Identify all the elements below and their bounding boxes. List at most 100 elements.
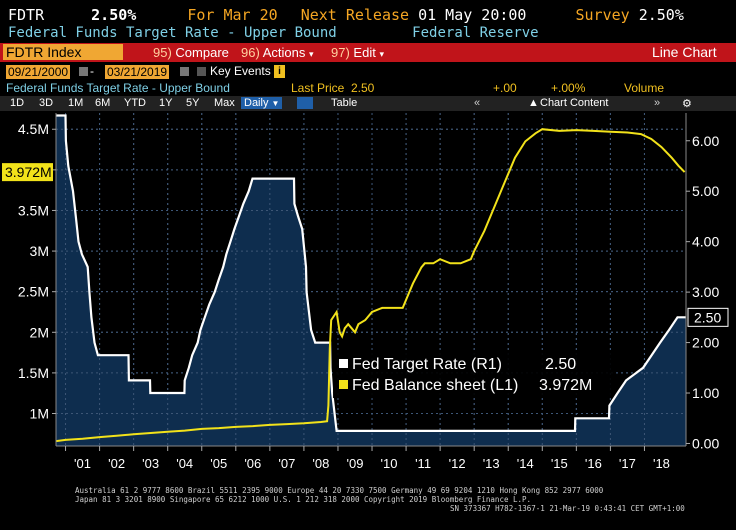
legend-swatch [339,359,348,368]
source-label: Federal Reserve [412,25,539,41]
rate-line [56,114,686,432]
frequency-dropdown[interactable]: Daily ▼ [241,97,283,109]
current-value: 2.50% [91,6,137,24]
security-field[interactable]: FDTR Index [3,44,123,60]
next-release-value: 01 May 20:00 [418,6,527,24]
legend-value: 3.972M [539,377,592,394]
period-1d[interactable]: 1D [10,97,25,109]
date-separator: - [90,64,94,78]
edit-label: Edit [353,45,376,60]
chart-content-icon[interactable]: ▲ [528,97,539,109]
legend-swatch [339,380,348,389]
actions-button[interactable]: 96) Actions ▾ [241,44,314,63]
x-tick-label: '02 [108,456,125,471]
header-bar: FDTR 2.50% For Mar 20 Next Release 01 Ma… [8,6,684,24]
ticker-label[interactable]: FDTR [8,6,45,24]
balance-last-value-label: 3.972M [5,164,52,180]
x-tick-label: '16 [585,456,602,471]
info-row: Federal Funds Target Rate - Upper Bound … [0,81,736,96]
right-tick-label: 2.00 [692,335,719,351]
date-range-row: 09/21/2000 - 03/21/2019 Key Events i [0,64,736,80]
right-tick-label: 4.00 [692,234,719,250]
left-tick-label: 4.5M [18,121,49,137]
chart-line-icon[interactable] [297,97,313,109]
chart-toolbar: 1D 3D 1M 6M YTD 1Y 5Y Max Daily ▼ Table … [0,96,736,111]
x-tick-label: '14 [517,456,534,471]
key-events-checkbox[interactable] [197,67,206,76]
left-tick-label: 2.5M [18,284,49,300]
period-max[interactable]: Max [214,97,235,109]
x-tick-label: '15 [551,456,568,471]
x-tick-label: '12 [449,456,466,471]
table-button[interactable]: Table [331,97,358,109]
period-1m[interactable]: 1M [68,97,84,109]
edit-dropdown-icon: ▾ [379,49,384,59]
left-tick-label: 2M [30,324,49,340]
scroll-right-icon[interactable]: » [654,97,661,109]
period-5y[interactable]: 5Y [186,97,200,109]
series-title: Federal Funds Target Rate - Upper Bound [6,81,230,95]
actions-label: Actions [262,45,306,60]
period-ytd[interactable]: YTD [124,97,146,109]
last-price-label: Last Price [291,81,345,95]
legend-label: Fed Target Rate (R1) [352,356,502,373]
start-calendar-icon[interactable] [79,67,88,76]
frequency-label: Daily [244,97,269,109]
next-release-label: Next Release [300,6,410,24]
series-description: Federal Funds Target Rate - Upper Bound [8,25,337,41]
rate-last-value-tag [687,307,729,327]
for-date-label: For Mar 20 [187,6,278,24]
x-tick-label: '04 [176,456,193,471]
subheader: Federal Funds Target Rate - Upper Bound … [8,25,539,41]
x-tick-label: '17 [619,456,636,471]
x-tick-label: '05 [210,456,227,471]
x-tick-label: '18 [653,456,670,471]
x-tick-label: '03 [142,456,159,471]
edit-button[interactable]: 97) Edit ▾ [331,44,384,63]
left-tick-label: 3.5M [18,202,49,218]
chart-type-label: Line Chart [652,44,717,60]
legend-label: Fed Balance sheet (L1) [352,377,518,394]
x-tick-label: '07 [278,456,295,471]
compare-label: Compare [175,45,229,60]
x-tick-label: '11 [415,456,431,471]
start-date-field[interactable]: 09/21/2000 [6,65,71,79]
left-tick-label: 3M [30,243,49,259]
last-price-value: 2.50 [351,81,375,95]
actions-dropdown-icon: ▾ [308,49,314,59]
x-tick-label: '06 [244,456,261,471]
rate-area-fill [56,115,686,446]
series-lines [55,114,686,443]
footer-contacts-1: Australia 61 2 9777 8600 Brazil 5511 239… [75,486,604,495]
survey-value: 2.50% [638,6,684,24]
footer-stamp: SN 373367 H782-1367-1 21-Mar-19 0:43:41 … [450,504,685,513]
edit-hotkey: 97) [331,45,350,60]
end-date-field[interactable]: 03/21/2019 [105,65,170,79]
x-tick-label: '10 [381,456,398,471]
axes: 1M1.5M2M2.5M3M3.5M4M4.5M0.001.002.003.00… [2,113,729,471]
change-value: +.00 [493,81,517,95]
balance-last-value-tag [2,163,53,182]
survey-label: Survey [575,6,630,24]
key-events-label: Key Events [210,64,271,78]
legend-box [333,350,613,398]
command-bar: FDTR Index 95) Compare 96) Actions ▾ 97)… [0,43,736,62]
rate-last-value-label: 2.50 [694,309,721,325]
footer-contacts-2: Japan 81 3 3201 8900 Singapore 65 6212 1… [75,495,532,504]
right-tick-label: 3.00 [692,284,719,300]
chart-content-button[interactable]: Chart Content [540,97,609,109]
end-calendar-icon[interactable] [180,67,189,76]
compare-button[interactable]: 95) Compare [153,44,229,61]
period-3d[interactable]: 3D [39,97,54,109]
period-1y[interactable]: 1Y [159,97,173,109]
x-tick-label: '13 [483,456,500,471]
rate-area [56,113,686,446]
legend: Fed Target Rate (R1) 2.50 Fed Balance shee… [333,350,613,398]
info-icon[interactable]: i [274,65,285,78]
change-pct-value: +.00% [551,81,586,95]
settings-icon[interactable]: ⚙ [682,98,692,110]
period-6m[interactable]: 6M [95,97,111,109]
left-tick-label: 1M [30,406,49,422]
scroll-left-icon[interactable]: « [474,97,481,109]
